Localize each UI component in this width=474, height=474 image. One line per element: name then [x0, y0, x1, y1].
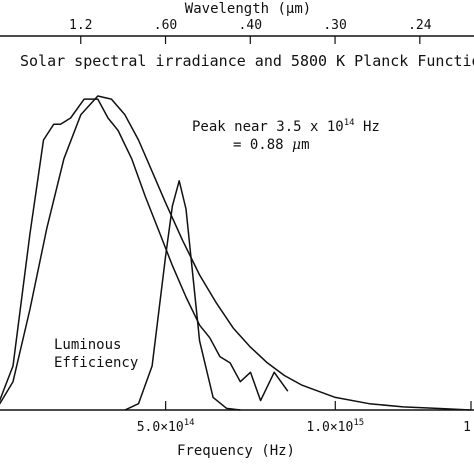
top-tick-label: .30: [323, 18, 346, 33]
x-tick-label: 1.: [463, 420, 474, 435]
top-axis-title-text: Wavelength (μm): [185, 1, 311, 17]
peak-annotation-exponent: 14: [344, 118, 355, 128]
peak-annotation-line1: Peak near 3.5 x 1014 Hz: [192, 118, 380, 135]
plot-area: [0, 35, 474, 411]
peak-annotation-mu: μ: [292, 137, 301, 153]
bottom-tick-group: 5.0×1014 1.0×1015 1.: [137, 401, 474, 435]
peak-annotation-line2: = 0.88 μm: [233, 137, 310, 153]
top-axis-title: Wavelength (μm): [185, 1, 311, 17]
series-layer: [0, 95, 472, 411]
series-line-solar: [0, 98, 289, 402]
top-axis: Wavelength (μm) 1.2 .60 .40 .30 .24: [69, 1, 432, 44]
chart-title: Solar spectral irradiance and 5800 K Pla…: [20, 52, 474, 70]
luminous-label-line2: Efficiency: [54, 355, 138, 371]
peak-annotation-value: = 0.88: [233, 137, 292, 153]
peak-annotation-text-a: Peak near 3.5 x 10: [192, 119, 344, 135]
top-tick-label: 1.2: [69, 18, 92, 33]
annotation-luminous: Luminous Efficiency: [54, 337, 138, 371]
top-tick-group: 1.2 .60 .40 .30 .24: [69, 18, 432, 44]
peak-annotation-text-b: Hz: [355, 119, 380, 135]
luminous-label-line1: Luminous: [54, 337, 121, 353]
top-tick-label: .60: [154, 18, 177, 33]
annotation-peak: Peak near 3.5 x 1014 Hz = 0.88 μm: [192, 118, 380, 153]
x-tick-label: 5.0×1014: [137, 418, 195, 435]
series-line-luminous-efficiency: [124, 180, 241, 411]
top-tick-label: .40: [239, 18, 262, 33]
top-tick-label: .24: [408, 18, 432, 33]
x-axis-title: Frequency (Hz): [177, 443, 295, 459]
peak-annotation-unit: m: [301, 137, 309, 153]
x-tick-label: 1.0×1015: [306, 418, 364, 435]
